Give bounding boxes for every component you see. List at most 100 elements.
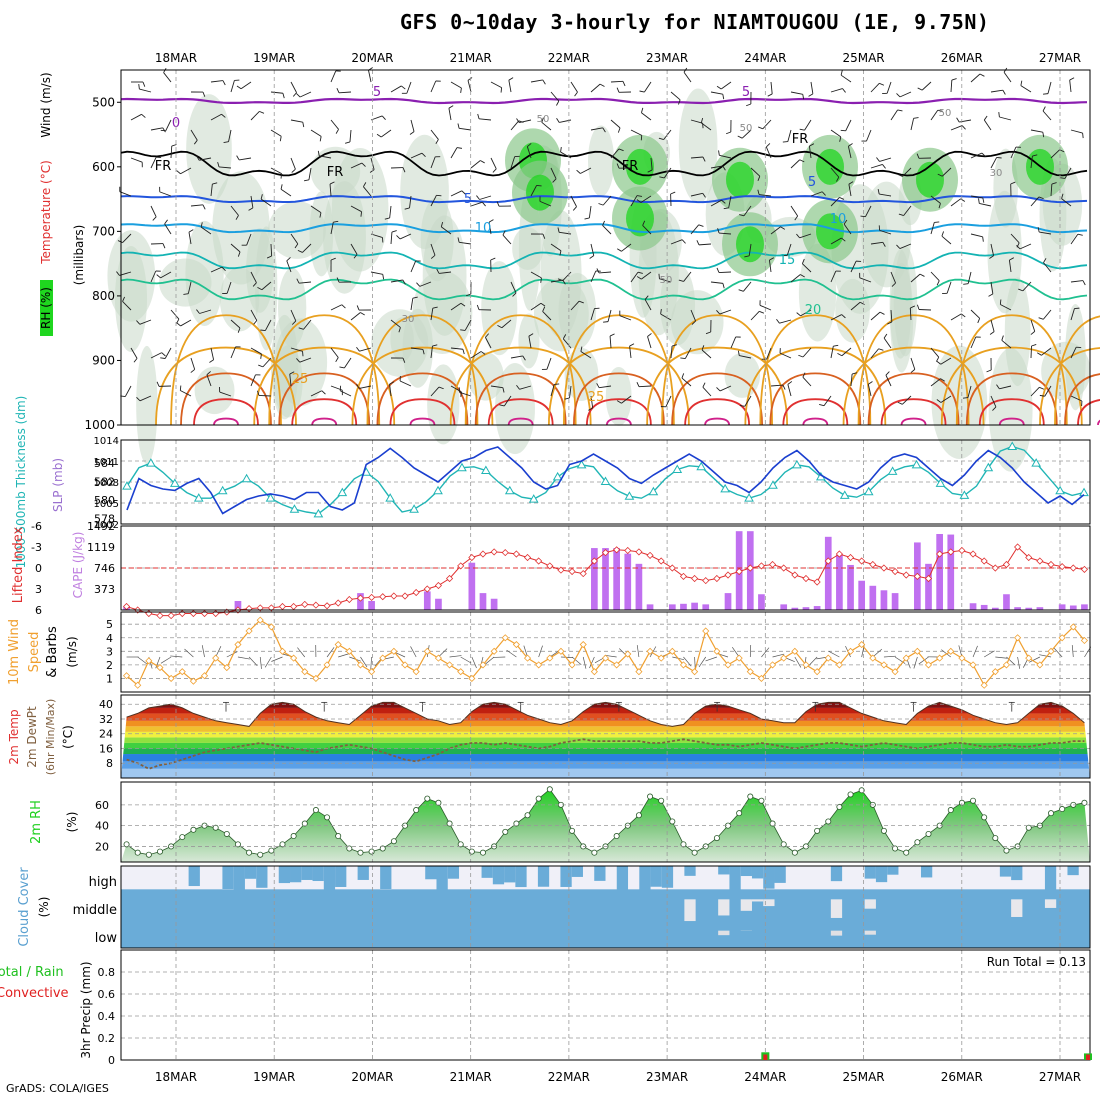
wind-barb xyxy=(983,115,988,121)
wind-barb xyxy=(719,232,732,235)
wind-barb xyxy=(398,327,401,333)
wind-barb xyxy=(921,81,932,91)
wind-barb xyxy=(430,129,439,140)
wind-barb xyxy=(810,81,814,94)
wind-barb xyxy=(578,300,584,304)
date-tick-label: 25MAR xyxy=(842,1070,884,1084)
wind-barb xyxy=(464,319,472,331)
wind-barb xyxy=(1010,233,1020,244)
wind-barb xyxy=(1030,129,1043,133)
wind-barb xyxy=(766,143,771,148)
wind-barb xyxy=(430,346,433,359)
cape-bar xyxy=(613,548,620,610)
wind-speed-point xyxy=(245,627,253,635)
axis-label: (%) xyxy=(65,812,79,833)
thickness-point xyxy=(122,481,132,490)
wind-speed-point xyxy=(256,616,264,624)
cloud-bar xyxy=(920,866,933,878)
wind-barb xyxy=(435,139,439,144)
wind-barb xyxy=(260,198,272,207)
temp-contour-line xyxy=(605,417,632,426)
lifted-index-point xyxy=(780,564,788,572)
wind-barb xyxy=(1030,331,1036,335)
wind-barb xyxy=(349,129,352,142)
wind-barb xyxy=(879,82,885,86)
lifted-index-point xyxy=(924,574,933,583)
rh-point xyxy=(880,827,887,834)
precip-panel: 0 0.2 0.4 0.6 0.8 Run Total = 0.13 3hr Precip … xyxy=(0,949,1092,1067)
wind-speed-point xyxy=(312,674,320,683)
wind-speed-point xyxy=(613,661,621,669)
wind-barb xyxy=(1030,156,1033,169)
wind-barb xyxy=(636,195,643,197)
wind-barb xyxy=(361,162,366,167)
wind-speed-point xyxy=(702,627,710,635)
wind-barb xyxy=(870,164,883,169)
panel-frame xyxy=(120,69,1091,426)
wind-barb xyxy=(130,347,138,359)
wind-barb xyxy=(916,153,920,159)
wind-barb xyxy=(790,205,799,217)
wind-barb xyxy=(350,205,362,213)
wind-barb xyxy=(130,157,143,163)
lifted-index-point xyxy=(434,581,442,590)
lifted-index-point xyxy=(1069,564,1077,572)
wind-barb xyxy=(909,307,912,321)
thickness-tick-label: 578 xyxy=(94,512,115,525)
lifted-index-tick-label: 0 xyxy=(35,562,42,575)
wind-barb xyxy=(201,645,205,658)
wind-barb xyxy=(898,213,904,216)
wind-barb xyxy=(722,283,725,289)
wind-barb xyxy=(659,278,672,283)
wind-barb xyxy=(979,73,985,77)
wind-barb xyxy=(663,167,672,179)
thickness-point xyxy=(959,490,970,499)
wind-barb xyxy=(459,127,472,131)
wind-barb xyxy=(866,129,872,142)
wind-barb xyxy=(401,85,406,90)
wind-barb xyxy=(290,233,299,245)
rh-point xyxy=(535,795,542,802)
wind-barb xyxy=(236,155,240,161)
axis-label: 2m Temp xyxy=(7,709,21,764)
cape-bar xyxy=(824,536,832,610)
wind-barb xyxy=(830,346,834,359)
wind-barb xyxy=(370,271,383,275)
wind-barb xyxy=(510,156,516,169)
wind-barb xyxy=(701,345,705,351)
lifted-index-point xyxy=(356,594,365,602)
wind-barb xyxy=(992,406,997,411)
wind-barb xyxy=(616,163,620,169)
wind-barb xyxy=(580,167,592,174)
cloud-bar xyxy=(425,866,437,880)
wind-barb xyxy=(340,390,352,397)
wind-barb xyxy=(180,167,192,175)
wind-speed-point xyxy=(579,640,587,649)
wind-barb xyxy=(484,656,495,665)
wind-barb xyxy=(841,237,846,242)
wind-barb xyxy=(171,144,177,147)
wind-barb xyxy=(436,268,440,274)
lifted-index-point xyxy=(1002,560,1011,569)
wind-barb xyxy=(700,117,704,124)
wind-barb xyxy=(289,374,292,387)
cloud-bar xyxy=(436,866,448,890)
wind-barb xyxy=(260,194,263,200)
thickness-point xyxy=(576,459,587,469)
wind-barb xyxy=(488,222,492,235)
wind-barb xyxy=(150,352,162,359)
wind-barb xyxy=(180,319,192,327)
wind-barb xyxy=(1070,280,1083,283)
wind-barb xyxy=(141,113,146,118)
wind-speed-point xyxy=(401,661,409,669)
rh-point xyxy=(814,827,821,834)
wind-barb xyxy=(848,181,854,185)
rh-point xyxy=(468,848,475,855)
wind-barb xyxy=(196,309,200,314)
temp-band xyxy=(121,720,1090,727)
cloud-bar xyxy=(999,866,1012,877)
wind-barb xyxy=(187,281,192,294)
wind-barb xyxy=(1037,227,1040,233)
cloud-bar xyxy=(222,866,234,890)
thickness-tick-label: 584 xyxy=(94,457,115,470)
